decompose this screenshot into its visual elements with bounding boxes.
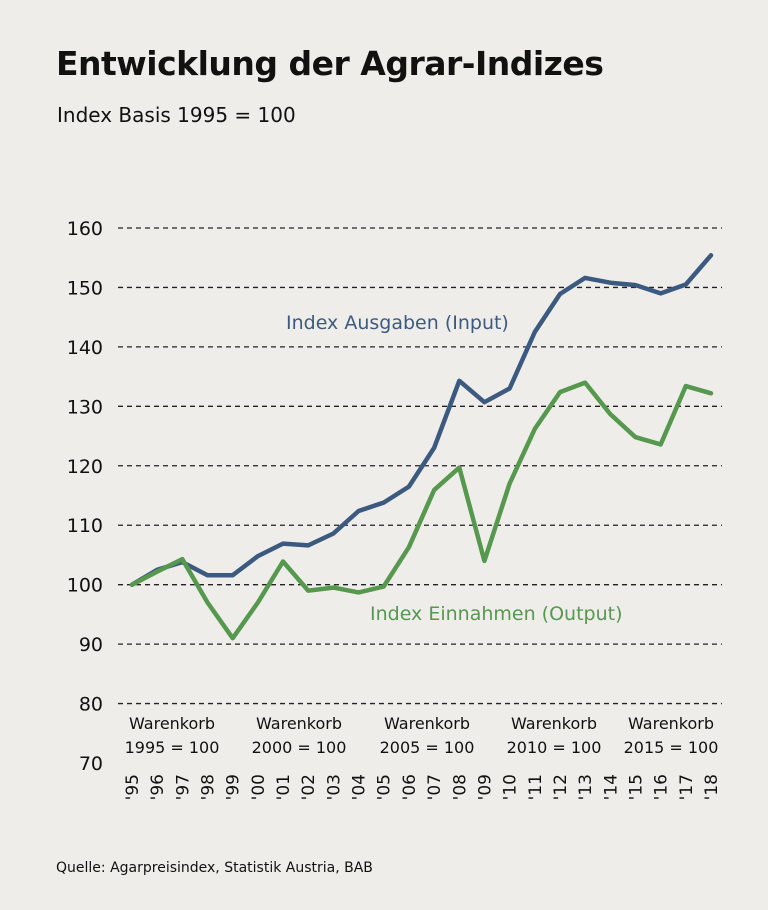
y-tick-label: 100 <box>67 575 103 597</box>
x-tick-label: '17 <box>677 774 697 800</box>
chart-title: Entwicklung der Agrar-Indizes <box>56 44 604 83</box>
warenkorb-basis: 2010 = 100 <box>507 738 602 757</box>
warenkorb-basis: 2000 = 100 <box>252 738 347 757</box>
warenkorb-basis: 2015 = 100 <box>624 738 719 757</box>
warenkorb-label: Warenkorb <box>628 714 714 733</box>
y-tick-label: 90 <box>79 634 103 656</box>
warenkorb-basis: 1995 = 100 <box>125 738 220 757</box>
x-tick-label: '18 <box>702 774 722 800</box>
y-tick-label: 120 <box>67 456 103 478</box>
y-tick-label: 80 <box>79 694 103 716</box>
x-tick-label: '13 <box>576 774 596 800</box>
x-tick-label: '16 <box>652 774 672 800</box>
warenkorb-label: Warenkorb <box>511 714 597 733</box>
x-tick-label: '08 <box>450 774 470 800</box>
x-tick-label: '07 <box>425 774 445 800</box>
x-tick-label: '06 <box>400 774 420 800</box>
y-tick-label: 70 <box>79 753 103 775</box>
x-tick-label: '98 <box>199 774 219 800</box>
warenkorb-label: Warenkorb <box>384 714 470 733</box>
warenkorb-basis: 2005 = 100 <box>380 738 475 757</box>
warenkorb-label: Warenkorb <box>129 714 215 733</box>
source-note: Quelle: Agarpreisindex, Statistik Austri… <box>56 860 373 876</box>
warenkorb-label: Warenkorb <box>256 714 342 733</box>
series-line-input <box>129 253 714 587</box>
x-tick-label: '01 <box>274 774 294 800</box>
y-tick-label: 110 <box>67 515 103 537</box>
y-tick-label: 160 <box>67 218 103 240</box>
x-tick-label: '14 <box>601 774 621 800</box>
x-tick-label: '05 <box>375 774 395 800</box>
series-label-input: Index Ausgaben (Input) <box>286 312 509 334</box>
chart-subtitle: Index Basis 1995 = 100 <box>57 103 296 127</box>
series-label-output: Index Einnahmen (Output) <box>370 603 623 625</box>
y-tick-label: 130 <box>67 396 103 418</box>
x-tick-label: '02 <box>299 774 319 800</box>
x-tick-label: '04 <box>350 774 370 800</box>
y-tick-label: 150 <box>67 277 103 299</box>
x-tick-label: '97 <box>173 774 193 800</box>
x-tick-label: '00 <box>249 774 269 800</box>
x-tick-label: '96 <box>148 774 168 800</box>
y-tick-label: 140 <box>67 337 103 359</box>
x-tick-label: '11 <box>526 774 546 800</box>
x-tick-label: '10 <box>501 774 521 800</box>
x-tick-label: '99 <box>224 774 244 800</box>
x-tick-label: '95 <box>123 774 143 800</box>
x-tick-label: '09 <box>475 774 495 800</box>
series-line-output <box>129 380 714 641</box>
x-tick-label: '03 <box>324 774 344 800</box>
x-tick-label: '12 <box>551 774 571 800</box>
x-tick-label: '15 <box>626 774 646 800</box>
